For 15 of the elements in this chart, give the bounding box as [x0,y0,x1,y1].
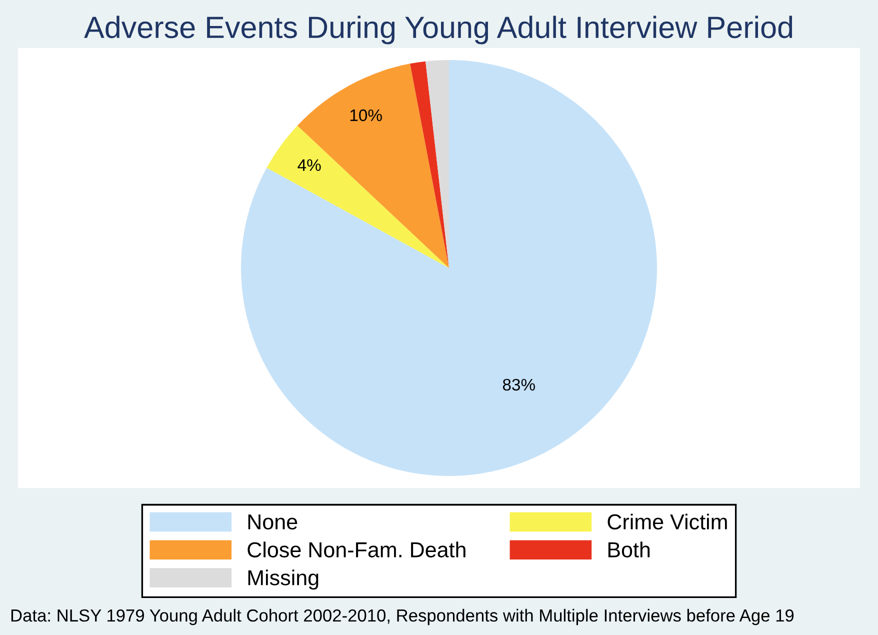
data-label: 10% [350,109,382,122]
legend-label: Close Non-Fam. Death [248,542,466,558]
pie-slice [297,64,449,268]
data-label: 4% [298,159,321,171]
chart-title: Adverse Events During Young Adult Interview Period [84,16,792,44]
pie-slice [266,126,449,268]
pie-slice [426,60,449,268]
data-label: 83% [502,378,535,391]
text: Data: NLSY 1979 Young Adult Cohort 2002-2010, Respondents with Multiple Interviews before Age 19 [11,608,794,626]
legend-label: None [248,514,298,530]
legend-label: Missing [248,570,318,590]
pie-slice [410,61,449,268]
legend-label: Both [608,542,650,558]
legend-label: Crime Victim [608,514,727,530]
pie-slice [241,60,657,476]
